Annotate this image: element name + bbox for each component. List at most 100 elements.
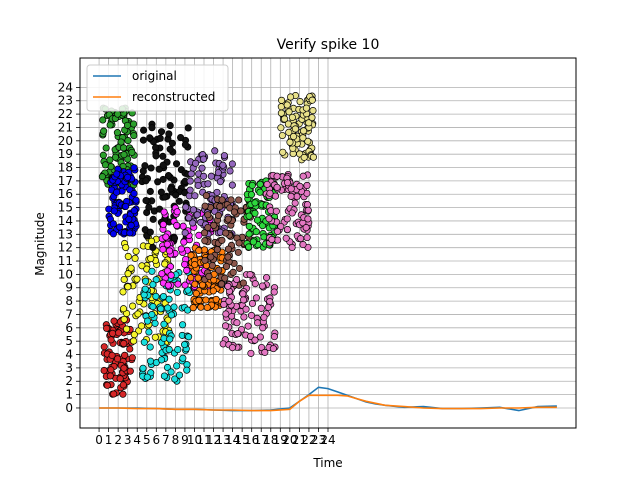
- scatter-point: [239, 279, 247, 287]
- y-tick-label: 2: [65, 374, 73, 388]
- y-tick-label: 21: [58, 120, 73, 134]
- x-tick-label: 24: [320, 433, 335, 447]
- scatter-point: [220, 300, 228, 308]
- scatter-point: [189, 219, 197, 227]
- scatter-point: [244, 322, 252, 330]
- scatter-point: [245, 212, 253, 220]
- scatter-point: [100, 343, 108, 351]
- scatter-point: [247, 311, 256, 319]
- scatter-point: [285, 108, 293, 116]
- y-tick-label: 13: [58, 227, 73, 241]
- scatter-point: [172, 160, 181, 168]
- scatter-point: [251, 209, 259, 217]
- scatter-point: [283, 215, 291, 223]
- scatter-point: [303, 234, 311, 242]
- x-tick-label: 0: [95, 433, 103, 447]
- scatter-point: [173, 221, 181, 229]
- scatter-point: [189, 304, 197, 312]
- scatter-point: [186, 177, 194, 185]
- scatter-point: [124, 137, 132, 145]
- scatter-point: [152, 276, 160, 284]
- scatter-point: [132, 196, 140, 204]
- scatter-point: [246, 271, 254, 279]
- scatter-point: [161, 260, 169, 268]
- scatter-point: [235, 196, 243, 204]
- x-axis-label: Time: [312, 456, 342, 470]
- scatter-point: [181, 281, 189, 289]
- scatter-point: [166, 145, 174, 153]
- scatter-point: [235, 239, 243, 247]
- x-tick-label: 9: [181, 433, 189, 447]
- x-tick-label: 23: [311, 433, 326, 447]
- scatter-point: [219, 161, 227, 169]
- scatter-point: [277, 124, 285, 132]
- y-tick-label: 3: [65, 361, 73, 375]
- scatter-point: [140, 338, 148, 346]
- scatter-point: [157, 188, 165, 196]
- scatter-point: [303, 181, 311, 189]
- scatter-point: [160, 334, 168, 342]
- scatter-point: [227, 196, 235, 204]
- scatter-point: [195, 296, 203, 304]
- scatter-point: [156, 134, 164, 142]
- scatter-point: [129, 302, 137, 310]
- scatter-point: [186, 186, 194, 194]
- series-lines: [99, 386, 557, 412]
- scatter-point: [113, 170, 121, 178]
- scatter-point: [107, 336, 115, 344]
- scatter-point: [125, 215, 133, 223]
- scatter-point: [245, 222, 253, 230]
- scatter-point: [302, 104, 310, 112]
- scatter-point: [148, 311, 156, 319]
- scatter-point: [217, 280, 226, 288]
- scatter-point: [124, 283, 132, 291]
- scatter-point: [248, 299, 257, 308]
- y-tick-label: 11: [58, 254, 73, 268]
- y-tick-label: 1: [65, 388, 73, 402]
- series-line-reconstructed: [99, 394, 557, 412]
- scatter-point: [234, 330, 242, 338]
- scatter-point: [273, 227, 282, 236]
- scatter-point: [160, 372, 168, 380]
- scatter-point: [174, 280, 182, 288]
- scatter-point: [214, 169, 222, 177]
- scatter-point: [269, 345, 277, 353]
- scatter-point: [299, 172, 307, 180]
- scatter-point: [117, 138, 125, 146]
- scatter-point: [110, 317, 118, 325]
- scatter-point: [159, 161, 167, 169]
- scatter-point: [288, 113, 296, 121]
- scatter-point: [256, 333, 264, 341]
- scatter-point: [272, 207, 280, 215]
- x-tick-label: 5: [143, 433, 151, 447]
- scatter-point: [264, 303, 272, 311]
- scatter-point: [138, 322, 146, 330]
- x-tick-label: 1: [105, 433, 113, 447]
- scatter-point: [274, 236, 282, 244]
- scatter-point: [162, 233, 170, 241]
- scatter-point: [270, 288, 278, 296]
- scatter-point: [300, 153, 308, 161]
- scatter-point: [204, 211, 212, 219]
- scatter-point: [109, 230, 117, 238]
- scatter-point: [209, 287, 217, 295]
- scatter-point: [123, 325, 131, 333]
- x-tick-label: 2: [114, 433, 122, 447]
- scatter-point: [172, 191, 180, 199]
- scatter-point: [204, 223, 212, 232]
- scatter-point: [192, 159, 200, 167]
- scatter-point: [124, 270, 132, 278]
- x-tick-label: 3: [124, 433, 132, 447]
- scatter-point: [215, 266, 223, 274]
- scatter-point: [222, 310, 230, 318]
- scatter-point: [164, 281, 172, 289]
- scatter-point: [167, 185, 175, 193]
- scatter-point: [181, 229, 189, 237]
- scatter-point: [240, 313, 248, 321]
- scatter-point: [187, 251, 195, 259]
- scatter-point: [252, 294, 260, 302]
- scatter-point: [194, 274, 202, 282]
- scatter-point: [245, 243, 253, 251]
- y-tick-label: 12: [58, 241, 73, 255]
- y-tick-label: 14: [58, 214, 73, 228]
